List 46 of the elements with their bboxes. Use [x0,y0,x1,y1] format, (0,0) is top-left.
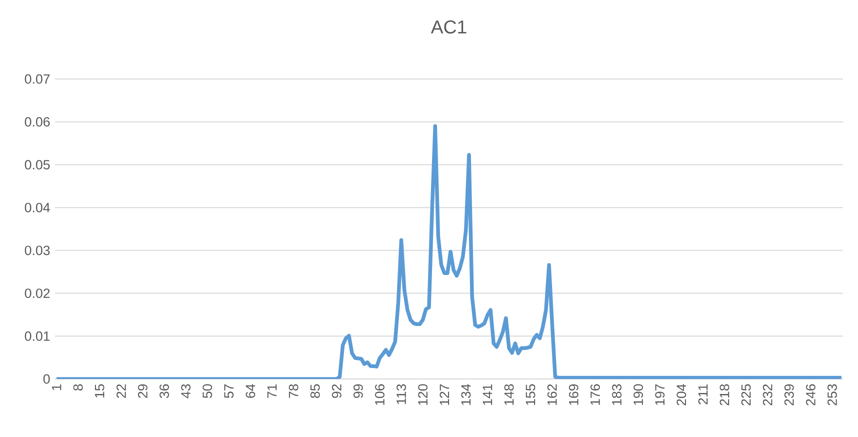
y-tick-label: 0 [43,374,50,384]
y-tick-label: 0.02 [24,288,50,298]
x-tick-label: 246 [806,384,816,406]
x-tick-label: 8 [73,384,83,391]
x-tick-label: 15 [94,384,104,398]
x-tick-label: 29 [138,384,148,398]
x-tick-label: 134 [461,384,471,405]
y-tick-label: 0.01 [24,331,50,341]
y-tick-label: 0.05 [24,160,50,170]
y-tick-label: 0.04 [24,202,50,212]
x-tick-label: 57 [224,384,234,398]
x-tick-label: 127 [440,384,450,405]
x-tick-label: 253 [828,384,837,406]
x-tick-label: 204 [676,384,686,406]
x-tick-label: 162 [547,384,557,405]
x-tick-label: 43 [181,384,191,398]
x-tick-label: 141 [482,384,492,405]
x-tick-label: 22 [116,384,126,398]
y-tick-label: 0.07 [24,74,50,84]
x-tick-label: 106 [375,384,384,405]
x-tick-label: 71 [267,384,277,398]
x-tick-label: 99 [353,384,363,398]
x-tick-label: 120 [418,384,428,405]
x-tick-label: 197 [655,384,665,405]
x-tick-label: 225 [741,384,751,406]
x-tick-label: 169 [568,384,578,405]
x-tick-label: 183 [612,384,622,405]
x-tick-label: 218 [720,384,730,406]
y-tick-label: 0.03 [24,246,50,256]
x-tick-label: 92 [332,384,342,398]
x-tick-label: 36 [160,384,169,398]
x-tick-label: 64 [246,384,256,398]
x-tick-label: 155 [526,384,536,405]
x-tick-label: 78 [288,384,298,398]
x-tick-label: 190 [634,384,644,405]
x-tick-label: 148 [504,384,514,405]
x-tick-label: 232 [762,384,772,406]
x-tick-label: 113 [396,384,406,404]
x-tick-label: 50 [202,384,212,398]
y-tick-label: 0.06 [24,117,50,127]
chart-title: AC1 [430,20,466,34]
x-tick-label: 239 [784,384,794,406]
x-tick-label: 176 [590,384,600,405]
x-tick-label: 211 [698,384,708,404]
x-tick-label: 85 [310,384,320,398]
x-tick-label: 1 [52,384,62,390]
